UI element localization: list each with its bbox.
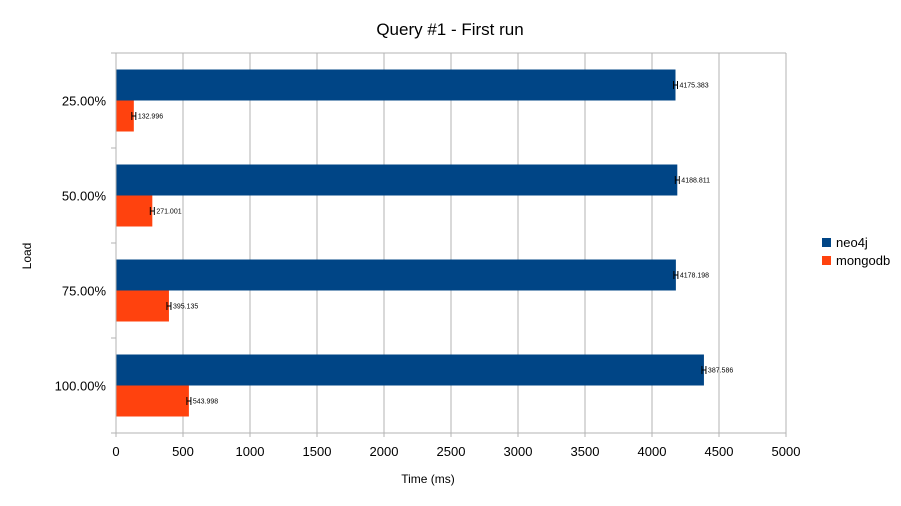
- chart-title: Query #1 - First run: [376, 20, 523, 39]
- y-tick-label: 100.00%: [55, 379, 107, 394]
- x-tick-label: 500: [172, 444, 194, 459]
- x-tick-label: 5000: [772, 444, 801, 459]
- x-tick-label: 4000: [638, 444, 667, 459]
- x-axis-label: Time (ms): [401, 472, 455, 486]
- x-tick-label: 0: [112, 444, 119, 459]
- y-axis-label: Load: [20, 243, 34, 270]
- data-label: 4188.811: [681, 178, 710, 185]
- legend-label-neo4j: neo4j: [836, 235, 868, 250]
- bar-mongodb: [116, 290, 169, 322]
- x-tick-label: 2000: [370, 444, 399, 459]
- data-label: 395.135: [173, 304, 198, 311]
- bar-mongodb: [116, 195, 153, 227]
- bar-mongodb: [116, 385, 189, 417]
- data-label: 543.998: [193, 399, 218, 406]
- data-label: 4178.198: [680, 273, 709, 280]
- y-tick-label: 25.00%: [62, 94, 107, 109]
- legend-label-mongodb: mongodb: [836, 253, 890, 268]
- legend-swatch-mongodb: [822, 256, 831, 265]
- x-tick-label: 1500: [303, 444, 332, 459]
- y-tick-label: 50.00%: [62, 189, 107, 204]
- bar-neo4j: [116, 69, 676, 101]
- bar-mongodb: [116, 100, 134, 132]
- x-tick-label: 4500: [705, 444, 734, 459]
- data-label: 4175.383: [680, 83, 709, 90]
- axes: 0 500 1000 1500 2000 2500 3000 3500 4000 4500 5000…: [55, 52, 801, 459]
- bar-neo4j: [116, 259, 676, 291]
- y-tick-label: 75.00%: [62, 284, 107, 299]
- x-tick-label: 3500: [571, 444, 600, 459]
- data-label: 132.996: [138, 114, 163, 121]
- legend: neo4j mongodb: [822, 235, 890, 268]
- bars: 4175.383 132.996 4188.811 271.001 4178.198 39…: [116, 69, 733, 417]
- bar-neo4j: [116, 164, 678, 196]
- bar-neo4j: [116, 354, 704, 386]
- legend-swatch-neo4j: [822, 238, 831, 247]
- x-tick-label: 1000: [236, 444, 265, 459]
- x-tick-label: 3000: [504, 444, 533, 459]
- data-label: 387.586: [708, 368, 733, 375]
- grid: [115, 52, 787, 433]
- data-label: 271.001: [156, 209, 181, 216]
- x-tick-label: 2500: [437, 444, 466, 459]
